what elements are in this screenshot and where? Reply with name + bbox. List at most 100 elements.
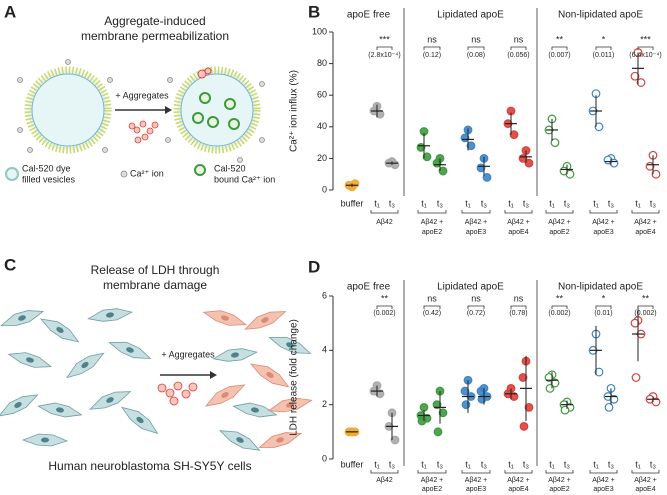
cell	[37, 402, 83, 418]
cell-nucleus	[286, 402, 294, 408]
significance-bracket	[637, 46, 654, 50]
cell	[7, 352, 53, 368]
group-label: Aβ42 +	[634, 219, 657, 226]
cell-nucleus	[221, 392, 229, 398]
cell-nucleus	[41, 437, 49, 443]
p-value: (2.8x10⁻⁴)	[368, 52, 400, 59]
significance-stars: **	[556, 293, 564, 303]
y-axis-label: Ca²⁺ ion influx (%)	[289, 70, 300, 152]
x-tick-label: t₁	[508, 459, 514, 469]
cell-nucleus	[26, 357, 34, 363]
group-label: Aβ42 +	[507, 477, 530, 484]
x-tick-label: t₃	[564, 198, 571, 208]
significance-stars: **	[642, 293, 650, 303]
cell	[244, 311, 287, 330]
group-label: apoE4	[635, 229, 655, 236]
group-label: apoE2	[422, 486, 442, 493]
data-point	[651, 169, 661, 179]
x-tick-label: t₃	[650, 198, 657, 208]
x-tick-label: t₁	[593, 198, 599, 208]
significance-stars: *	[602, 293, 606, 303]
x-tick-label: t₁	[549, 198, 555, 208]
section-title: Non-lipidated apoE	[558, 282, 643, 293]
data-point	[630, 71, 640, 81]
data-point	[604, 402, 614, 412]
data-point	[482, 172, 492, 182]
p-value: (0.01)	[594, 310, 612, 317]
data-point	[466, 141, 476, 151]
p-value: (0.78)	[509, 310, 527, 317]
group-bracket	[370, 470, 399, 474]
group-label: Aβ42 +	[548, 477, 571, 484]
y-tick-label: 4	[322, 345, 327, 355]
cell	[66, 352, 105, 379]
p-value: (0.007)	[548, 52, 570, 59]
data-point	[390, 435, 400, 445]
group-bracket	[589, 470, 618, 474]
x-tick-label: t₃	[523, 459, 530, 469]
x-tick-label: t₃	[437, 198, 444, 208]
calcium-ions	[17, 59, 265, 163]
cell-nucleus	[106, 312, 114, 318]
significance-bracket	[423, 305, 441, 309]
y-axis-label: LDH release (fold change)	[289, 319, 300, 436]
group-bracket	[417, 210, 447, 214]
legend-label: bound Ca²⁺ ion	[214, 174, 275, 184]
significance-bracket	[467, 305, 485, 309]
arrow-label: + Aggregates	[161, 349, 215, 359]
cell-nucleus	[286, 342, 294, 348]
significance-bracket	[376, 305, 393, 309]
group-label: apoE2	[549, 486, 569, 493]
group-label: Aβ42 +	[465, 477, 488, 484]
cell-nucleus	[221, 315, 229, 321]
data-point	[433, 427, 443, 437]
cell	[212, 348, 258, 362]
y-tick-label: 20	[317, 153, 327, 163]
cell	[108, 341, 152, 359]
data-point	[509, 392, 519, 401]
group-label: apoE2	[422, 229, 442, 236]
significance-bracket	[637, 305, 654, 309]
panel-letter: D	[308, 257, 320, 276]
significance-bracket	[423, 46, 441, 50]
y-tick-label: 40	[317, 121, 327, 131]
significance-bracket	[595, 305, 612, 309]
group-label: Aβ42 +	[421, 219, 444, 226]
cell	[0, 310, 45, 326]
group-label: Aβ42 +	[421, 477, 444, 484]
x-tick-label: t₃	[389, 198, 396, 208]
x-tick-label: buffer	[341, 198, 364, 208]
x-tick-label: t₁	[465, 198, 471, 208]
x-tick-label: t₃	[650, 459, 657, 469]
cell-nucleus	[81, 361, 89, 369]
panel-title: membrane damage	[103, 278, 207, 292]
y-tick-label: 0	[322, 453, 327, 463]
data-point	[438, 408, 448, 418]
x-tick-label: t₃	[608, 198, 615, 208]
data-point	[594, 122, 604, 132]
data-point	[636, 78, 646, 87]
section-title: apoE free	[347, 282, 391, 293]
panel-title: Release of LDH through	[91, 263, 220, 277]
x-tick-label: t₁	[421, 459, 427, 469]
significance-bracket	[551, 46, 568, 50]
cells	[0, 308, 313, 451]
cell	[219, 430, 261, 451]
p-value: (0.002)	[634, 310, 656, 317]
data-point	[565, 169, 575, 179]
cell-nucleus	[236, 437, 244, 443]
group-label: apoE3	[466, 229, 486, 236]
x-tick-label: t₃	[481, 198, 488, 208]
legend-label: Cal-520	[214, 163, 246, 173]
group-bracket	[504, 470, 533, 474]
x-tick-label: t₁	[635, 198, 641, 208]
data-point	[509, 130, 519, 140]
group-bracket	[545, 210, 574, 214]
significance-stars: ns	[427, 293, 437, 303]
data-point	[419, 402, 429, 412]
data-point	[550, 378, 560, 388]
cell-nucleus	[261, 317, 269, 323]
x-tick-label: t₃	[481, 459, 488, 469]
x-tick-label: t₃	[389, 459, 396, 469]
